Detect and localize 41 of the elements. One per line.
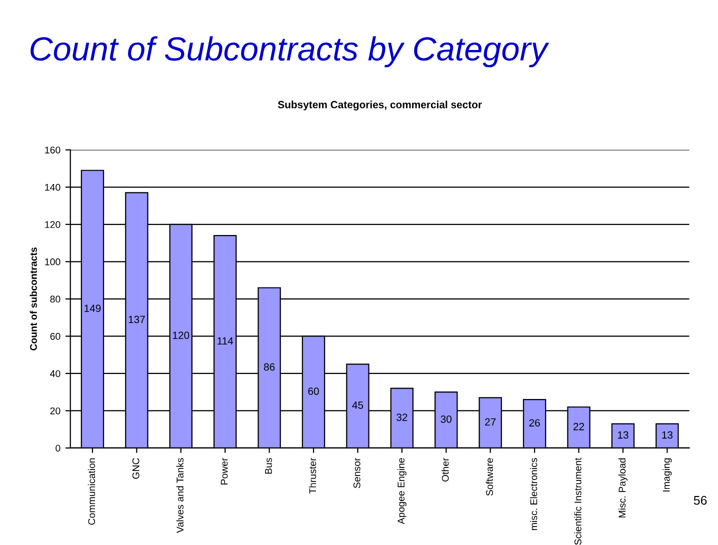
data-label: 137 xyxy=(128,316,145,324)
x-tick-label: GNC xyxy=(132,458,140,479)
x-tick-label: Software xyxy=(486,458,493,496)
y-tick-label: 140 xyxy=(45,184,60,191)
x-tick-label: Communication xyxy=(88,458,96,525)
x-tick-label: Imaging xyxy=(662,458,672,492)
chart-title: Count of Subcontracts by Category xyxy=(30,36,550,68)
y-tick-label: 100 xyxy=(45,258,60,266)
x-tick-label: Sensor xyxy=(353,458,360,488)
data-label: 149 xyxy=(84,304,101,312)
y-tick-label: 20 xyxy=(50,407,60,414)
data-label: 45 xyxy=(352,402,364,409)
x-tick-label: Apogee Engine xyxy=(397,458,406,524)
text: 56 xyxy=(694,496,707,505)
y-tick-label: 40 xyxy=(50,370,60,378)
data-label: 86 xyxy=(264,363,275,371)
x-tick-label: Scientific Instrument xyxy=(574,458,582,545)
data-label: 13 xyxy=(618,431,628,439)
x-tick-label: Valves and Tanks xyxy=(176,458,184,533)
data-label: 120 xyxy=(172,332,190,339)
data-label: 22 xyxy=(573,422,584,430)
data-label: 32 xyxy=(396,414,408,421)
y-tick-label: 120 xyxy=(45,221,60,228)
x-tick-label: Thruster xyxy=(308,458,316,494)
x-tick-label: Power xyxy=(220,458,228,484)
chart-subtitle: Subsytem Categories, commercial sector xyxy=(278,100,482,110)
y-tick-label: 60 xyxy=(50,332,60,340)
data-label: 114 xyxy=(218,337,234,344)
x-tick-label: Other xyxy=(442,458,449,482)
data-label: 27 xyxy=(485,418,496,426)
y-axis-title: Count of subcontracts xyxy=(30,247,37,350)
x-tick-label: Bus xyxy=(265,458,272,474)
data-label: 60 xyxy=(308,388,319,395)
x-tick-label: Misc. Payload xyxy=(618,458,628,518)
y-tick-label: 0 xyxy=(56,444,60,452)
y-tick-label: 160 xyxy=(45,146,60,154)
x-tick-label: misc. Electronics xyxy=(530,458,538,530)
data-label: 30 xyxy=(440,415,452,423)
data-label: 13 xyxy=(662,431,673,439)
y-tick-label: 80 xyxy=(50,296,60,303)
data-label: 26 xyxy=(529,419,540,427)
